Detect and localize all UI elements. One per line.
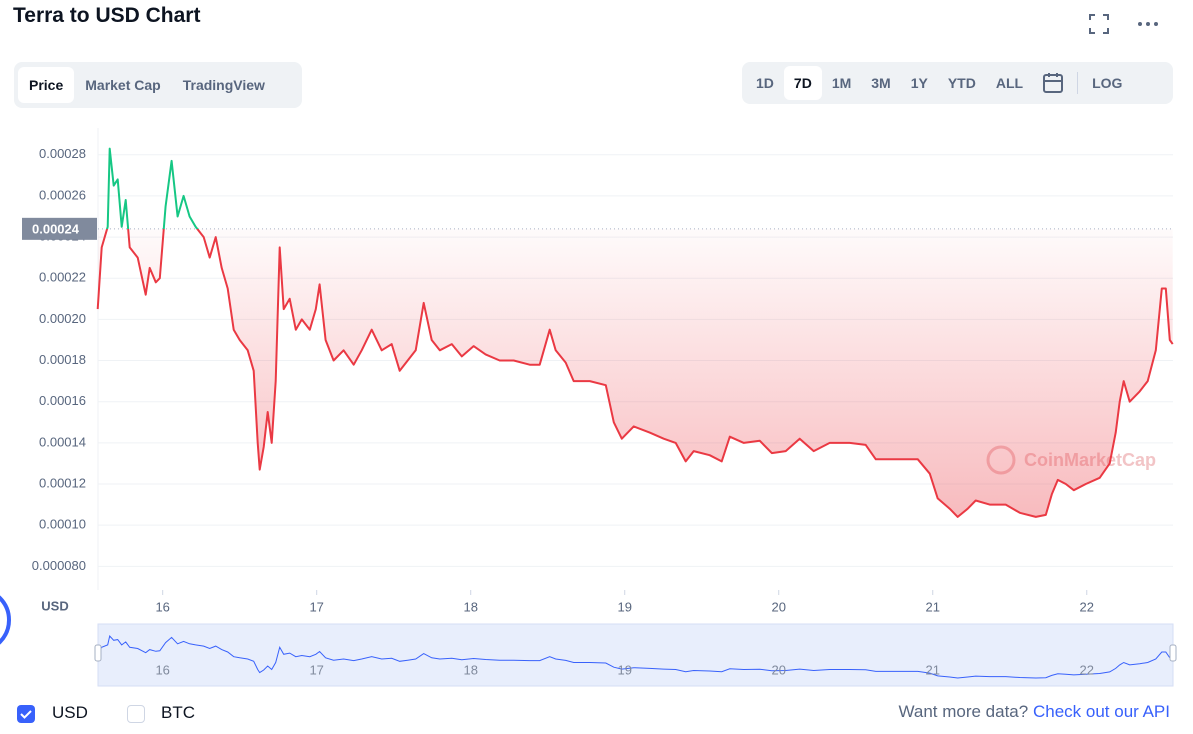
navigator-tick-label: 22 (1080, 662, 1094, 677)
price-line (96, 147, 1174, 518)
checkbox-label: BTC (161, 703, 195, 722)
y-tick-label: 0.00022 (39, 270, 86, 285)
tab[interactable]: Price (18, 67, 75, 103)
x-tick-label: 18 (463, 599, 477, 614)
y-tick-label: 0.00010 (39, 517, 86, 532)
x-tick-label: 16 (155, 599, 169, 614)
range-button[interactable]: ALL (995, 75, 1024, 91)
range-button[interactable]: 3M (871, 75, 891, 91)
navigator-tick-label: 17 (309, 662, 323, 677)
range-button[interactable]: 7D (783, 66, 822, 100)
y-tick-label: 0.00014 (39, 434, 86, 449)
y-tick-label: 0.00026 (39, 187, 86, 202)
check (20, 710, 32, 719)
navigator-tick-label: 18 (463, 662, 477, 677)
reference-label-box (22, 217, 97, 240)
calendar-icon[interactable] (1033, 72, 1073, 94)
navigator-tick-label: 16 (155, 662, 169, 677)
range-button[interactable]: 1Y (910, 75, 928, 91)
x-tick-label: 22 (1080, 599, 1094, 614)
navigator-handle (94, 644, 102, 662)
y-tick-label: 0.00012 (39, 475, 86, 490)
checkbox[interactable] (17, 705, 35, 723)
chart-tabs: Price Market Cap TradingView (14, 62, 302, 108)
tab[interactable]: Market Cap (85, 77, 161, 93)
footer-prompt: Want more data? (898, 702, 1029, 721)
separator (1077, 72, 1079, 94)
api-link[interactable]: Check out our API (1032, 702, 1170, 721)
checkbox[interactable] (127, 705, 145, 723)
tab[interactable]: TradingView (182, 77, 265, 93)
range-button[interactable]: YTD (947, 75, 976, 91)
decoration (0, 595, 11, 645)
y-tick-label: 0.00020 (39, 311, 86, 326)
range-selector: 1D 7D 1M 3M 1Y YTD ALL LOG (742, 62, 1173, 104)
y-tick-label: 0.00018 (39, 352, 86, 367)
footer-text: Want more data? Check out our API (898, 702, 1170, 722)
range-button[interactable]: 1D (756, 75, 774, 91)
y-axis-label: USD (41, 598, 68, 613)
range-button[interactable]: 1M (831, 75, 852, 91)
y-tick-label: 0.00016 (39, 393, 86, 408)
x-tick-label: 20 (771, 599, 785, 614)
fullscreen-icon[interactable] (1088, 13, 1110, 35)
navigator-line (97, 634, 1173, 679)
navigator-tick-label: 20 (771, 662, 785, 677)
reference-label: 0.00024 (32, 221, 80, 236)
x-tick-label: 17 (309, 599, 323, 614)
page-title: Terra to USD Chart (13, 4, 201, 27)
more-icon[interactable] (1137, 16, 1159, 32)
x-tick-label: 21 (926, 599, 940, 614)
navigator-tick-label: 21 (926, 662, 940, 677)
y-tick-label: 0.00028 (39, 146, 86, 161)
checkbox-label: USD (52, 703, 88, 722)
navigator-tick-label: 19 (617, 662, 631, 677)
navigator-handle (1169, 644, 1177, 662)
y-tick-label: 0.000080 (32, 558, 86, 573)
log-button[interactable]: LOG (1092, 75, 1123, 91)
price-area (98, 228, 1173, 517)
x-tick-label: 19 (617, 599, 631, 614)
